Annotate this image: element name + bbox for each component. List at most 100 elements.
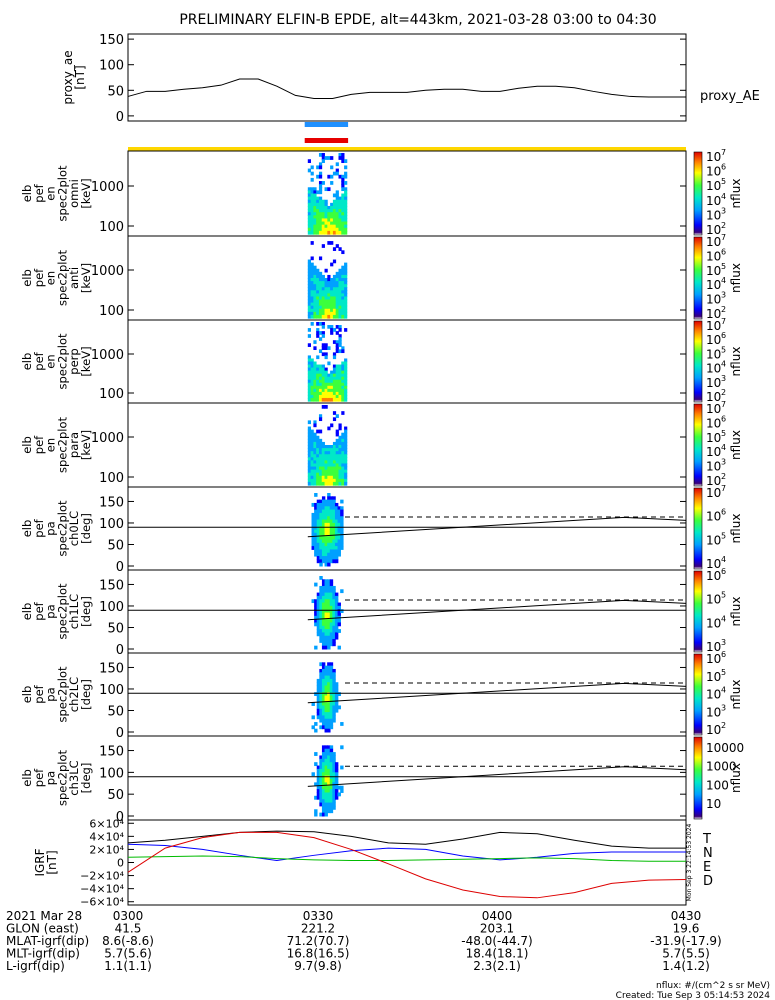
spectrogram-cell xyxy=(321,792,326,797)
footer-cell: -31.9(-17.9) xyxy=(650,934,721,948)
spectrogram-cell xyxy=(321,221,325,226)
spectrogram-cell xyxy=(338,382,342,387)
spectrogram-cell xyxy=(332,274,337,279)
spectrogram-cell xyxy=(324,758,328,763)
spectrogram-cell xyxy=(319,705,323,710)
spectrogram-cell xyxy=(319,615,323,620)
spectrogram-cell xyxy=(332,792,336,797)
spectrogram-cell xyxy=(324,526,328,530)
spectrogram-cell xyxy=(334,682,339,687)
spectrogram-cell xyxy=(327,625,331,630)
spectrogram-cell xyxy=(313,441,317,446)
colorbar-tick-exp: 2 xyxy=(721,721,726,730)
colorbar-tick-exp: 4 xyxy=(721,614,726,623)
spectrogram-cell xyxy=(332,529,336,534)
spectrogram-cell xyxy=(344,262,348,267)
spectrogram-cell xyxy=(344,364,348,369)
spectrogram-cell xyxy=(337,519,341,524)
spectrogram-cell xyxy=(334,549,339,554)
spectrogram-cell xyxy=(319,556,323,560)
spectrogram-cell xyxy=(316,768,321,773)
spectrogram-cell xyxy=(327,615,331,620)
spectrogram-cell xyxy=(329,629,334,633)
spectrogram-cell xyxy=(332,411,337,415)
spectrogram-cell xyxy=(327,685,331,690)
spectrogram-cell xyxy=(319,536,323,540)
spectrogram-cell xyxy=(319,692,323,696)
spectrogram-cell xyxy=(307,355,311,360)
spectrogram-cell xyxy=(327,475,331,480)
spectrogram-cell xyxy=(318,205,323,210)
spectrogram-cell xyxy=(327,542,331,547)
spectrogram-cell xyxy=(319,516,323,521)
spectrogram-cell xyxy=(324,532,328,537)
spectrogram-cell xyxy=(330,423,334,428)
spectrogram-cell xyxy=(335,299,339,304)
spectrogram-cell xyxy=(344,397,348,402)
spectrogram-cell xyxy=(307,358,311,363)
spectrogram-cell xyxy=(329,665,334,670)
spectrogram-cell xyxy=(344,293,348,298)
spectrogram-cell xyxy=(332,379,337,384)
spectrogram-cell xyxy=(314,522,318,527)
spectrogram-cell xyxy=(321,812,326,817)
spectrogram-cell xyxy=(329,499,334,504)
spectrogram-cell xyxy=(310,391,314,396)
spectrogram-cell xyxy=(319,522,323,527)
colorbar-title: nflux xyxy=(729,430,743,460)
panel-ylabel-line-5: [deg] xyxy=(79,513,93,544)
spectrogram-cell xyxy=(321,199,325,204)
spectrogram-cell xyxy=(329,512,334,517)
spectrogram-cell xyxy=(321,722,326,726)
spectrogram-cell xyxy=(332,502,336,507)
spectrogram-cell xyxy=(310,227,314,232)
panel-ylabel-line-2: en xyxy=(44,271,58,285)
spectrogram-cell xyxy=(340,542,344,547)
spectrogram-cell xyxy=(318,296,323,301)
panel-ylabel-line-3: spec2plot xyxy=(55,749,69,806)
spectrogram-cell xyxy=(334,625,339,630)
spectrogram-cell xyxy=(316,367,320,372)
spectrogram-cell xyxy=(338,364,342,369)
spectrogram-cell xyxy=(340,522,344,527)
spectrogram-cell xyxy=(311,512,315,517)
panel-ylabel-line-0: elb xyxy=(20,353,34,371)
spectrogram-cell xyxy=(344,466,348,471)
spectrogram-cell xyxy=(334,526,339,530)
spectrogram-cell xyxy=(314,549,318,554)
ytick-label: 0 xyxy=(116,643,124,658)
spectrogram-cell xyxy=(316,308,320,313)
spectrogram-cell xyxy=(327,809,331,814)
colorbar-tick-label: 1000 xyxy=(706,760,737,774)
spectrogram-cell xyxy=(332,795,336,800)
spectrogram-cell xyxy=(332,625,336,630)
spectrogram-cell xyxy=(313,370,317,375)
spectrogram-cell xyxy=(340,722,344,726)
spectrogram-cell xyxy=(318,284,323,288)
spectrogram-cell xyxy=(324,725,328,730)
spectrogram-cell xyxy=(327,457,331,462)
spectrogram-cell xyxy=(321,745,326,750)
spectrogram-cell xyxy=(335,481,339,486)
spectrogram-cell xyxy=(324,752,328,756)
spectrogram-cell xyxy=(338,293,342,298)
spectrogram-cell xyxy=(310,171,314,176)
spectrogram-cell xyxy=(319,592,323,597)
spectrogram-cell xyxy=(344,361,348,366)
footer-cell: 0330 xyxy=(303,909,334,923)
spectrogram-cell xyxy=(344,448,348,452)
spectrogram-cell xyxy=(324,539,328,544)
spectrogram-cell xyxy=(319,772,323,777)
spectrogram-cell xyxy=(327,622,331,627)
spectrogram-cell xyxy=(335,448,339,452)
igrf-series-T xyxy=(127,830,686,849)
spectrogram-cell xyxy=(334,622,339,627)
spectrogram-cell xyxy=(327,496,331,501)
spectrogram-cell xyxy=(344,481,348,486)
spectrogram-cell xyxy=(335,376,339,381)
spectrogram-cell xyxy=(329,718,334,723)
spectrogram-cell xyxy=(332,364,337,369)
spectrogram-cell xyxy=(340,536,344,540)
colorbar-tick-exp: 7 xyxy=(721,148,726,157)
colorbar-tick-base: 10 xyxy=(706,486,721,500)
